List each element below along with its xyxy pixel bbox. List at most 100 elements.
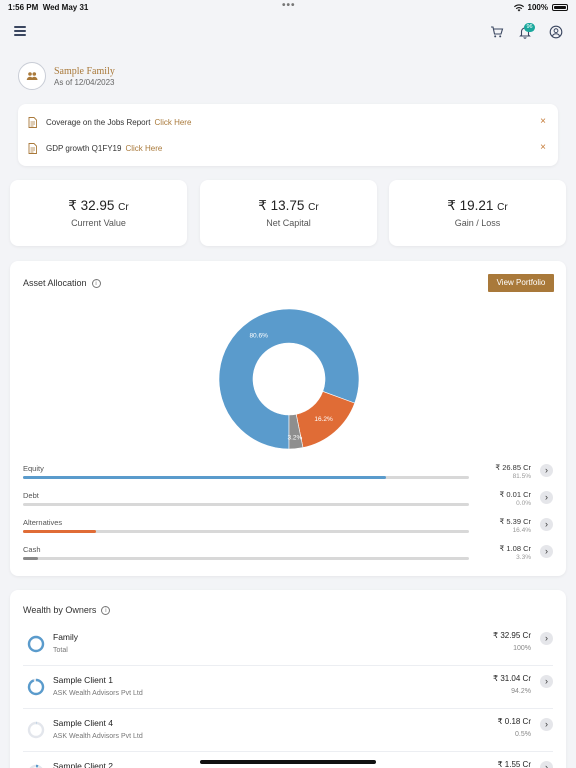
family-name: Sample Family (54, 65, 115, 77)
wifi-icon (513, 3, 524, 11)
info-icon[interactable]: i (91, 278, 101, 288)
hamburger-icon[interactable] (14, 26, 26, 36)
info-icon[interactable]: i (101, 605, 111, 615)
news-card: Coverage on the Jobs Report Click Here ×… (18, 104, 558, 166)
allocation-bar (23, 476, 469, 479)
allocation-row-debt[interactable]: Debt ₹ 0.01 Cr 0.0% › (23, 490, 553, 511)
allocation-row-alternatives[interactable]: Alternatives ₹ 5.39 Cr 16.4% › (23, 517, 553, 538)
cart-icon[interactable] (490, 25, 504, 39)
net-capital-card: ₹ 13.75 Cr Net Capital (200, 180, 377, 246)
document-icon (28, 142, 37, 154)
family-header[interactable]: Sample Family As of 12/04/2023 (18, 62, 115, 90)
news-item: Coverage on the Jobs Report Click Here × (28, 115, 548, 129)
allocation-amount: ₹ 0.01 Cr (499, 490, 531, 499)
donut-svg: 80.6% 16.2% 3.2% (218, 308, 360, 450)
owner-share-ring (27, 764, 45, 768)
chevron-right-icon[interactable]: › (540, 491, 553, 504)
gain-loss-value: ₹ 19.21 (447, 198, 494, 213)
net-capital-unit: Cr (308, 202, 319, 213)
allocation-amount: ₹ 5.39 Cr (499, 517, 531, 526)
chevron-right-icon[interactable]: › (540, 518, 553, 531)
donut-slice[interactable] (218, 308, 360, 450)
donut-slice-label: 3.2% (288, 435, 303, 442)
allocation-row-cash[interactable]: Cash ₹ 1.08 Cr 3.3% › (23, 544, 553, 565)
owner-amount: ₹ 0.18 Cr (497, 717, 531, 726)
chevron-right-icon[interactable]: › (540, 464, 553, 477)
current-value-unit: Cr (118, 202, 129, 213)
owner-percent: 100% (513, 645, 531, 652)
allocation-bar (23, 557, 469, 560)
allocation-row-equity[interactable]: Equity ₹ 26.85 Cr 81.5% › (23, 463, 553, 484)
owner-percent: 94.2% (511, 688, 531, 695)
allocation-name: Alternatives (23, 518, 63, 527)
allocation-bar (23, 503, 469, 506)
donut-slice[interactable] (288, 413, 304, 450)
owner-subtitle: ASK Wealth Advisors Pvt Ltd (53, 733, 143, 740)
allocation-amount: ₹ 26.85 Cr (495, 463, 531, 472)
battery-percent: 100% (527, 3, 548, 12)
chevron-right-icon[interactable]: › (540, 632, 553, 645)
news-text: Coverage on the Jobs Report (46, 117, 151, 127)
owner-percent: 0.5% (515, 731, 531, 738)
allocation-percent: 16.4% (512, 527, 531, 534)
owner-subtitle: Total (53, 647, 68, 654)
owner-amount: ₹ 31.04 Cr (493, 674, 531, 683)
owner-row[interactable]: Sample Client 2 ₹ 1.55 Cr › (23, 752, 553, 768)
status-bar: 1:56 PM Wed May 31 ••• 100% (0, 0, 576, 14)
chevron-right-icon[interactable]: › (540, 545, 553, 558)
chevron-right-icon[interactable]: › (540, 761, 553, 768)
net-capital-label: Net Capital (266, 218, 311, 228)
news-item: GDP growth Q1FY19 Click Here × (28, 141, 548, 155)
allocation-name: Debt (23, 491, 39, 500)
close-icon[interactable]: × (540, 116, 546, 127)
view-portfolio-button[interactable]: View Portfolio (488, 274, 554, 292)
top-bar (0, 20, 576, 44)
family-avatar (18, 62, 46, 90)
close-icon[interactable]: × (540, 142, 546, 153)
news-link[interactable]: Click Here (125, 143, 163, 153)
owner-subtitle: ASK Wealth Advisors Pvt Ltd (53, 690, 143, 697)
news-text: GDP growth Q1FY19 (46, 143, 122, 153)
allocation-percent: 3.3% (516, 554, 531, 561)
owner-share-ring (27, 721, 45, 739)
donut-slice-label: 80.6% (249, 333, 268, 340)
current-value: ₹ 32.95 (68, 198, 115, 213)
donut-slice-label: 16.2% (314, 416, 333, 423)
owner-name: Sample Client 4 (53, 718, 114, 728)
owner-row[interactable]: Family Total ₹ 32.95 Cr 100% › (23, 623, 553, 666)
owner-share-ring (27, 678, 45, 696)
owner-row[interactable]: Sample Client 1 ASK Wealth Advisors Pvt L… (23, 666, 553, 709)
status-time: 1:56 PM Wed May 31 (8, 3, 89, 12)
news-link[interactable]: Click Here (154, 117, 192, 127)
as-of-date: As of 12/04/2023 (54, 77, 115, 87)
chevron-right-icon[interactable]: › (540, 675, 553, 688)
wealth-by-owners-title: Wealth by Owners (23, 605, 97, 615)
people-icon (26, 72, 38, 80)
allocation-bar-fill (23, 476, 387, 479)
home-indicator (200, 760, 376, 764)
allocation-bar-fill (23, 557, 38, 560)
owner-amount: ₹ 32.95 Cr (493, 631, 531, 640)
owner-share-ring (27, 635, 45, 653)
donut-chart: 80.6% 16.2% 3.2% (217, 307, 361, 451)
net-capital-value: ₹ 13.75 (258, 198, 305, 213)
owner-name: Sample Client 1 (53, 675, 114, 685)
allocation-name: Equity (23, 464, 44, 473)
allocation-amount: ₹ 1.08 Cr (499, 544, 531, 553)
owner-name: Family (53, 632, 79, 642)
owner-row[interactable]: Sample Client 4 ASK Wealth Advisors Pvt L… (23, 709, 553, 752)
document-icon (28, 116, 37, 128)
profile-icon[interactable] (549, 25, 563, 39)
gain-loss-unit: Cr (497, 202, 508, 213)
allocation-percent: 0.0% (516, 500, 531, 507)
current-value-card: ₹ 32.95 Cr Current Value (10, 180, 187, 246)
chevron-right-icon[interactable]: › (540, 718, 553, 731)
owner-amount: ₹ 1.55 Cr (497, 760, 531, 768)
asset-allocation-title: Asset Allocation (23, 278, 87, 288)
current-value-label: Current Value (71, 218, 126, 228)
notification-badge: 96 (524, 23, 535, 32)
multitask-dots[interactable]: ••• (282, 0, 296, 11)
gain-loss-label: Gain / Loss (454, 218, 501, 228)
gain-loss-card: ₹ 19.21 Cr Gain / Loss (389, 180, 566, 246)
allocation-bar (23, 530, 469, 533)
